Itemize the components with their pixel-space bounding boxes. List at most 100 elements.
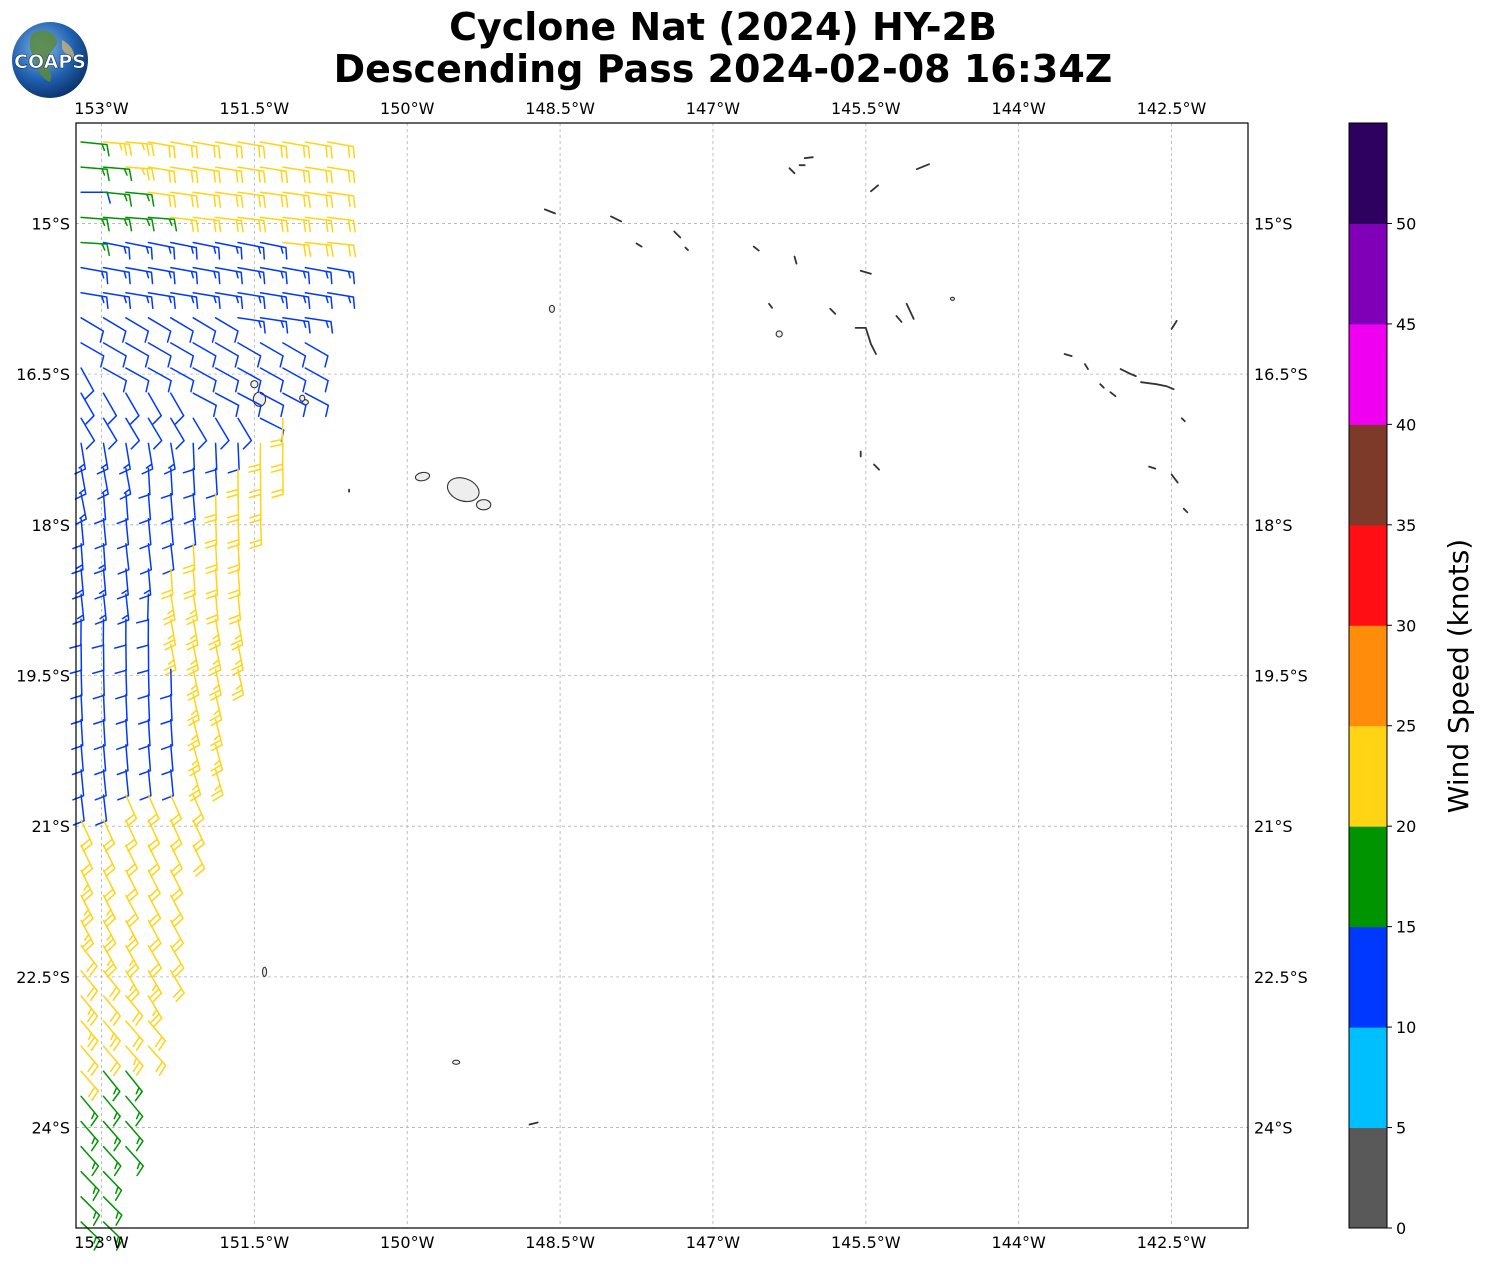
wind-barb [147, 241, 176, 260]
wind-barb [259, 367, 284, 393]
wind-barb [80, 191, 111, 204]
colorbar-bin [1349, 524, 1387, 626]
wind-barb [282, 342, 307, 368]
wind-barb [192, 291, 221, 310]
wind-barb [169, 794, 183, 827]
wind-barb [214, 367, 240, 393]
atoll [1063, 353, 1073, 357]
wind-barb [80, 919, 95, 953]
wind-barb [249, 517, 263, 549]
wind-barb [208, 618, 221, 651]
wind-barb [147, 342, 172, 368]
wind-barb [170, 417, 185, 450]
wind-barb [170, 191, 199, 208]
lat-tick-label-left: 18°S [31, 516, 70, 535]
atoll [673, 230, 682, 239]
atoll [895, 315, 903, 323]
wind-barb [192, 317, 217, 343]
atoll [870, 184, 879, 193]
wind-barb [141, 442, 154, 475]
colorbar-tick-label: 5 [1396, 1119, 1406, 1138]
wind-barb [147, 1020, 167, 1051]
colorbar-bin [1349, 1127, 1387, 1229]
wind-barb [259, 141, 288, 159]
wind-barb [282, 291, 311, 310]
island [446, 477, 480, 503]
wind-barb [80, 241, 111, 257]
wind-barb [147, 819, 161, 852]
lat-tick-label-left: 19.5°S [16, 667, 70, 686]
wind-barb [74, 442, 87, 475]
lon-tick-label-top: 148.5°W [525, 99, 595, 118]
atoll [1109, 391, 1117, 398]
wind-barb [102, 944, 117, 978]
wind-barb [326, 241, 357, 258]
wind-barb [102, 291, 132, 310]
wind-barb [182, 442, 196, 474]
wind-barb [102, 1196, 123, 1226]
lat-tick-label-right: 19.5°S [1254, 667, 1308, 686]
lon-tick-label-bottom: 145.5°W [831, 1233, 901, 1252]
wind-barb [147, 1045, 167, 1076]
atoll [803, 156, 814, 160]
wind-barb [80, 1095, 99, 1127]
wind-barb [237, 266, 266, 285]
wind-barb [80, 944, 98, 977]
wind-barb [115, 668, 128, 700]
wind-barb [259, 216, 289, 233]
wind-barb [117, 593, 130, 625]
wind-barb [80, 417, 96, 450]
atoll [788, 167, 796, 175]
map-frame [75, 122, 1249, 1229]
wind-barb [80, 1070, 99, 1102]
atoll [829, 307, 837, 315]
lat-tick-label-left: 24°S [31, 1119, 70, 1138]
wind-barb [125, 367, 150, 393]
lon-tick-label-bottom: 150°W [380, 1233, 435, 1252]
wind-barb [248, 442, 262, 473]
wind-barb [147, 970, 163, 1003]
wind-barb [192, 141, 221, 159]
wind-barb [80, 995, 99, 1027]
lon-tick-label-top: 151.5°W [220, 99, 290, 118]
wind-barb [80, 392, 95, 425]
wind-barb [304, 191, 334, 208]
wind-barb [102, 1070, 121, 1102]
atoll [635, 242, 643, 248]
atoll [1182, 507, 1189, 514]
wind-barb [170, 894, 184, 927]
atoll [1119, 368, 1137, 377]
wind-barb [259, 417, 285, 442]
wind-barb [80, 1145, 100, 1177]
wind-barb [125, 894, 139, 927]
wind-barb [326, 216, 356, 233]
wind-barb [192, 241, 221, 260]
wind-barb [192, 417, 208, 450]
wind-barb [170, 367, 195, 393]
lat-tick-label-right: 18°S [1254, 516, 1293, 535]
wind-barb [170, 869, 184, 902]
wind-barb [102, 1095, 121, 1127]
wind-barb [74, 467, 87, 500]
wind-barb [147, 367, 172, 393]
wind-barb [214, 141, 244, 159]
atoll [1099, 383, 1105, 389]
wind-barb [147, 894, 162, 927]
wind-barb [259, 291, 289, 310]
wind-barb [102, 894, 117, 928]
atoll [768, 302, 773, 309]
wind-barb [125, 342, 150, 368]
wind-barb [304, 342, 329, 368]
wind-barb [248, 467, 262, 499]
wind-barb [214, 417, 230, 450]
wind-barb [304, 317, 334, 334]
wind-barb [192, 166, 221, 184]
wind-barb [259, 241, 288, 260]
wind-barb [80, 970, 99, 1002]
wind-barb [125, 919, 139, 953]
wind-barb [125, 317, 150, 343]
wind-barb [113, 618, 127, 649]
wind-barb [282, 266, 311, 285]
wind-barb [125, 141, 155, 157]
